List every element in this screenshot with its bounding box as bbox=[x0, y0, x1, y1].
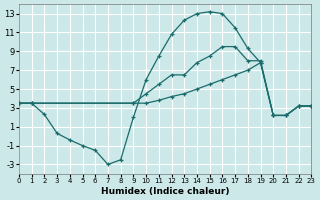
X-axis label: Humidex (Indice chaleur): Humidex (Indice chaleur) bbox=[101, 187, 229, 196]
